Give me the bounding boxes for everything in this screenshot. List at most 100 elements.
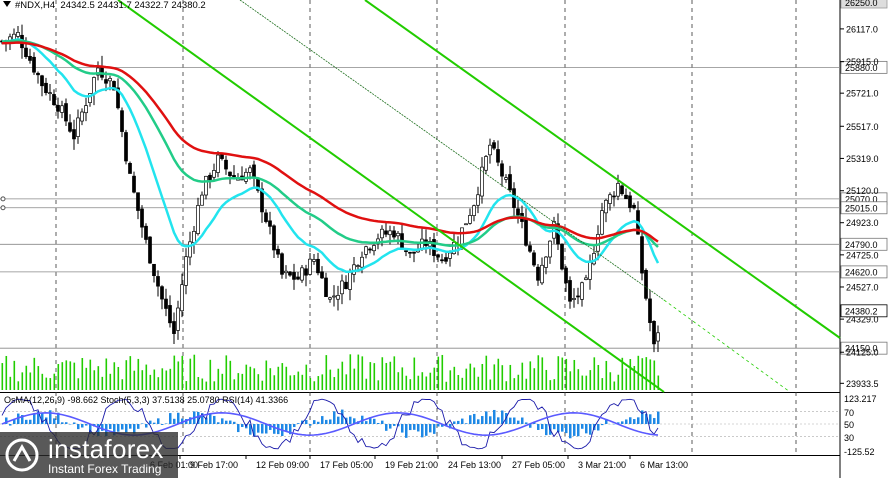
- dropdown-arrow-icon[interactable]: [3, 1, 11, 7]
- volume-bar: [349, 354, 352, 390]
- candle-body: [16, 32, 20, 37]
- time-axis-label: 6 Mar 13:00: [640, 460, 688, 470]
- level-price-label: 25070.0: [845, 194, 878, 204]
- price-tick-label: 24527.0: [846, 282, 879, 292]
- osma-bar: [21, 415, 24, 424]
- volume-bar: [245, 364, 248, 390]
- candle-body: [88, 93, 92, 103]
- ohlc-values: 24342.5 24431.7 24322.7 24380.2: [60, 0, 206, 11]
- candle-body: [372, 245, 376, 252]
- volume-bar: [573, 359, 576, 390]
- candle-body: [500, 163, 504, 177]
- osma-bar: [49, 410, 52, 424]
- volume-bar: [81, 358, 84, 390]
- candle-body: [608, 194, 612, 204]
- volume-bar: [525, 378, 528, 390]
- osma-bar: [141, 423, 144, 424]
- price-label-box: [840, 60, 888, 74]
- price-label-box: [840, 237, 888, 251]
- volume-bar: [45, 377, 48, 390]
- candle-body: [164, 298, 168, 309]
- candle-body: [168, 305, 172, 324]
- candle-body: [352, 264, 356, 275]
- candle-body: [396, 232, 400, 237]
- time-axis-label: 17 Feb 05:00: [320, 460, 373, 470]
- candle-body: [600, 210, 604, 235]
- osma-bar: [653, 418, 656, 424]
- candle-body: [300, 267, 304, 281]
- osma-bar: [9, 424, 12, 426]
- candle-body: [136, 192, 140, 211]
- osma-bar: [365, 421, 368, 424]
- candle-body: [440, 259, 444, 262]
- volume-bar: [105, 358, 108, 390]
- volume-bar: [557, 356, 560, 390]
- osma-bar: [489, 416, 492, 424]
- volume-bar: [397, 372, 400, 390]
- osma-bar: [261, 424, 264, 434]
- osma-bar: [65, 422, 68, 424]
- candle-body: [112, 81, 116, 91]
- volume-bar: [521, 362, 524, 390]
- candle-body: [532, 252, 536, 266]
- candle-body: [148, 236, 152, 264]
- osma-group: [1, 409, 660, 439]
- volume-bar: [369, 362, 372, 390]
- osma-bar: [53, 418, 56, 424]
- candle-body: [48, 92, 52, 94]
- volume-bar: [57, 364, 60, 390]
- volume-bar: [305, 364, 308, 390]
- volume-bar: [53, 373, 56, 390]
- osma-bar: [137, 424, 140, 429]
- candle-body: [508, 174, 512, 191]
- osma-bar: [385, 424, 388, 431]
- candle-body: [124, 132, 128, 162]
- volume-bar: [13, 360, 16, 390]
- volume-bar: [597, 364, 600, 390]
- osma-bar: [209, 413, 212, 424]
- candle-body: [476, 194, 480, 206]
- osma-bar: [113, 424, 116, 436]
- candle-body: [260, 188, 264, 213]
- osma-bar: [265, 424, 268, 434]
- price-tick-label: 25915.0: [846, 57, 879, 67]
- volume-bar: [321, 374, 324, 390]
- volume-bar: [505, 381, 508, 390]
- time-axis-label: 24 Feb 13:00: [448, 460, 501, 470]
- volume-bar: [513, 378, 516, 390]
- osma-bar: [97, 424, 100, 437]
- volume-bar: [577, 369, 580, 390]
- osma-bar: [605, 418, 608, 424]
- volume-bar: [249, 366, 252, 390]
- candle-body: [116, 87, 120, 109]
- volume-bar: [401, 367, 404, 390]
- osma-bar: [333, 411, 336, 424]
- candle-body: [588, 261, 592, 280]
- volume-bar: [405, 375, 408, 390]
- volume-bar: [629, 359, 632, 390]
- osma-bar: [133, 424, 136, 434]
- candle-body: [172, 321, 176, 334]
- price-tick-label: 24125.0: [846, 348, 879, 358]
- osma-bar: [289, 424, 292, 435]
- osma-bar: [461, 418, 464, 424]
- current-price-label: 24380.2: [845, 306, 878, 316]
- candle-body: [284, 270, 288, 274]
- volume-bar: [145, 364, 148, 390]
- volume-bar: [133, 370, 136, 390]
- candle-body: [652, 321, 656, 345]
- brand-tagline: Instant Forex Trading: [48, 462, 162, 476]
- candle-body: [488, 144, 492, 156]
- osma-bar: [449, 424, 452, 429]
- candle-body: [188, 241, 192, 258]
- indicator-label: OsMA(12,26,9) -98.662 Stoch(5,3,3) 37.51…: [4, 395, 289, 405]
- volume-bar: [529, 361, 532, 390]
- candle-body: [408, 251, 412, 254]
- osma-bar: [349, 416, 352, 424]
- osma-bar: [197, 411, 200, 424]
- candle-body: [292, 272, 296, 280]
- volume-bar: [1, 363, 4, 390]
- candle-body: [272, 225, 276, 251]
- volume-bar: [85, 367, 88, 390]
